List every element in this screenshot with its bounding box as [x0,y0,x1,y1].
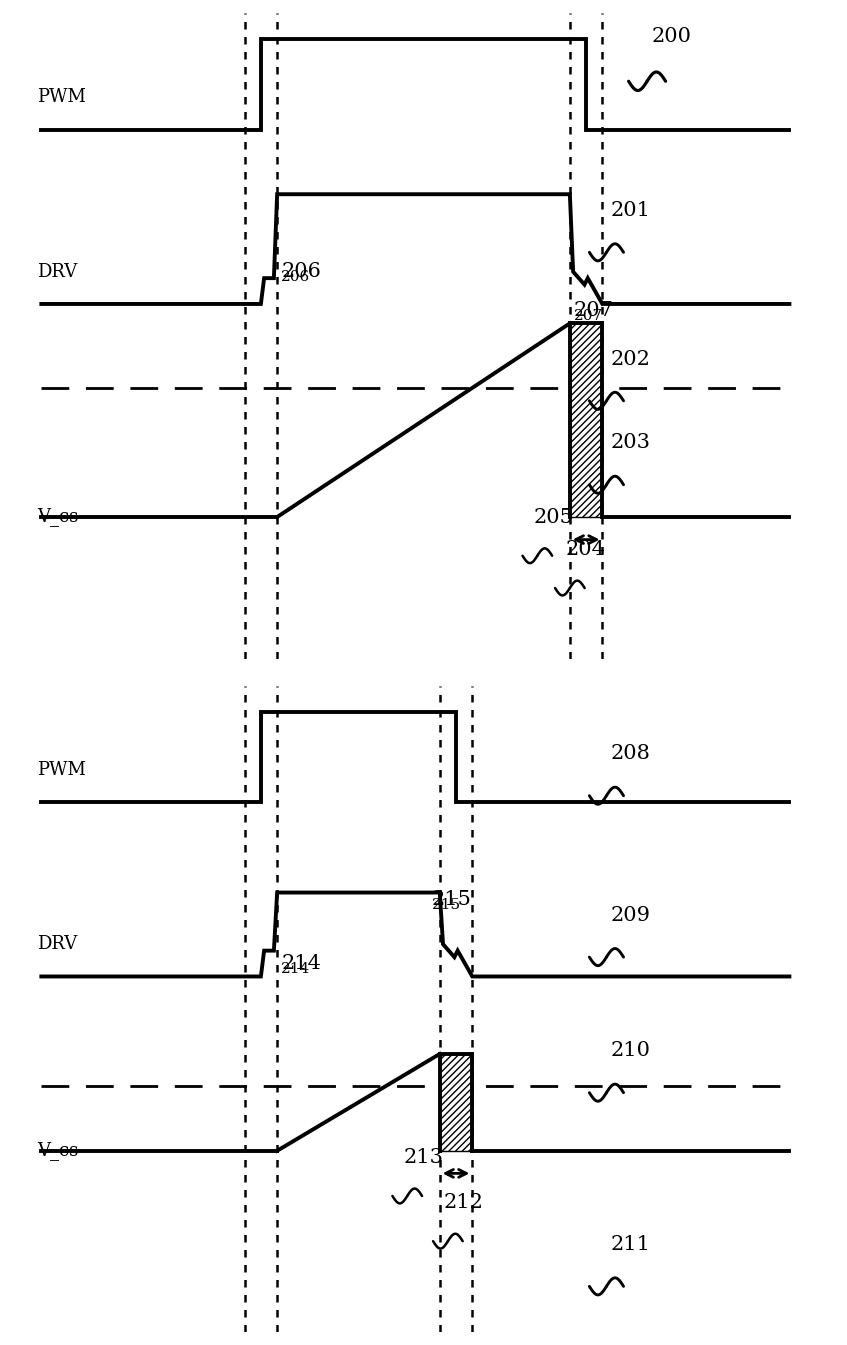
Text: 202: 202 [611,350,650,369]
Text: 215: 215 [432,889,472,909]
Text: 210: 210 [611,1041,650,1060]
Text: 211: 211 [611,1235,650,1254]
Text: 201: 201 [611,200,650,221]
Text: 200: 200 [651,27,691,46]
Text: 203: 203 [611,433,650,452]
Text: DRV: DRV [37,262,78,281]
Text: 207: 207 [574,309,603,323]
Text: 204: 204 [566,539,606,560]
Text: 215: 215 [432,897,461,912]
Text: V_cs: V_cs [37,507,79,526]
Text: 209: 209 [611,905,650,925]
Polygon shape [440,1054,473,1151]
Text: 213: 213 [403,1147,443,1167]
Text: DRV: DRV [37,935,78,954]
Text: 214: 214 [281,962,311,976]
Text: 205: 205 [534,507,573,527]
Text: 208: 208 [611,744,650,764]
Text: PWM: PWM [37,761,86,779]
Text: V_cs: V_cs [37,1142,79,1161]
Polygon shape [570,323,602,516]
Text: 207: 207 [574,301,614,320]
Text: 214: 214 [281,954,321,974]
Text: PWM: PWM [37,89,86,106]
Text: 212: 212 [444,1193,484,1212]
Text: 206: 206 [281,270,311,284]
Text: 206: 206 [281,262,321,281]
